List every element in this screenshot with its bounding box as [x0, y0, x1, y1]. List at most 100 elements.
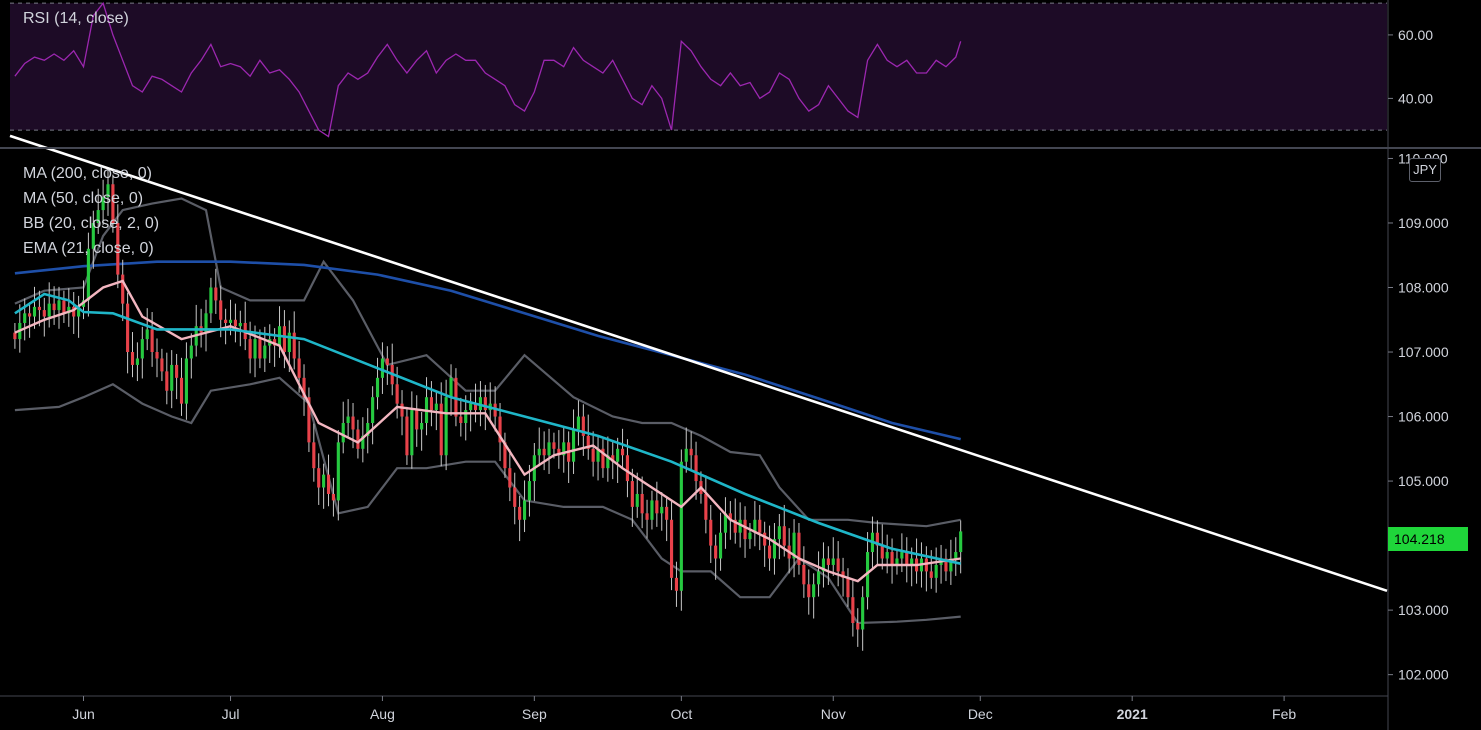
candle-down: [841, 571, 845, 578]
candle-down: [473, 403, 478, 411]
candle-down: [581, 416, 585, 436]
price-tick-label: 109.000: [1398, 215, 1449, 231]
candle-up: [596, 448, 600, 462]
candle-down: [782, 526, 786, 546]
candle-up: [616, 448, 620, 462]
candle-down: [630, 481, 634, 507]
candle-up: [748, 532, 752, 540]
candle-down: [758, 519, 762, 533]
candle-down: [150, 329, 154, 353]
candle-up: [537, 448, 541, 456]
candle-down: [557, 448, 561, 456]
candle-up: [366, 423, 370, 436]
candle-up: [253, 339, 257, 359]
candle-up: [145, 329, 149, 340]
candle-up: [576, 416, 581, 430]
candle-down: [763, 532, 767, 546]
candle-down: [655, 500, 659, 514]
candle-down: [429, 397, 433, 411]
candle-down: [733, 519, 737, 533]
rsi-tick-label: 40.00: [1398, 90, 1433, 106]
candle-down: [214, 287, 218, 301]
rsi-band: [10, 3, 1387, 131]
candle-down: [620, 448, 625, 456]
candle-up: [23, 313, 27, 323]
candle-up: [67, 306, 71, 314]
price-tick-label: 103.000: [1398, 602, 1449, 618]
candle-up: [228, 319, 233, 323]
price-tick-label: 102.000: [1398, 667, 1449, 683]
candle-up: [816, 571, 821, 585]
candle-down: [826, 558, 830, 565]
candle-up: [209, 287, 213, 314]
candle-down: [714, 545, 718, 559]
candle-up: [96, 210, 100, 223]
candle-down: [351, 416, 355, 430]
candle-up: [660, 506, 664, 514]
candle-down: [62, 300, 66, 314]
candle-up: [547, 442, 551, 456]
candle-down: [846, 577, 850, 598]
candle-up: [434, 403, 438, 411]
candle-up: [562, 442, 566, 456]
candle-up: [718, 532, 723, 559]
candle-down: [665, 506, 669, 520]
candle-down: [282, 326, 286, 353]
last-price-tag: 104.218: [1388, 527, 1468, 551]
candle-down: [924, 558, 928, 572]
candle-up: [77, 306, 81, 317]
candle-up: [184, 358, 188, 404]
candle-up: [371, 397, 375, 423]
candle-up: [635, 493, 639, 507]
bb-upper-line: [14, 197, 961, 528]
candle-up: [821, 558, 826, 572]
rsi-tick-label: 60.00: [1398, 27, 1433, 43]
candle-down: [767, 545, 772, 559]
candle-up: [910, 558, 914, 565]
legend-ema21[interactable]: EMA (21, close, 0): [23, 240, 154, 257]
candle-down: [126, 303, 130, 353]
candle-up: [32, 306, 37, 317]
candle-down: [37, 306, 41, 311]
legend-ma50[interactable]: MA (50, close, 0): [23, 190, 144, 207]
candle-up: [375, 377, 380, 398]
candle-down: [905, 552, 909, 565]
candle-up: [444, 397, 448, 456]
currency-badge[interactable]: JPY: [1409, 158, 1441, 182]
candle-down: [326, 474, 331, 494]
candle-up: [380, 358, 384, 378]
candle-down: [224, 319, 228, 323]
legend-ma200[interactable]: MA (200, close, 0): [23, 165, 152, 182]
candle-down: [317, 468, 321, 488]
candle-down: [503, 442, 507, 469]
time-tick-label: Jun: [72, 706, 95, 722]
time-tick-label: 2021: [1117, 706, 1148, 722]
candle-down: [459, 416, 463, 423]
candle-down: [385, 358, 389, 365]
candle-up: [949, 558, 953, 572]
legend-bollinger[interactable]: BB (20, close, 2, 0): [23, 215, 160, 232]
candle-down: [552, 442, 556, 449]
candle-down: [483, 397, 487, 411]
candle-down: [851, 597, 855, 624]
candle-up: [420, 423, 424, 430]
candle-up: [772, 539, 777, 559]
candle-up: [263, 345, 267, 359]
rsi-line: [14, 1, 962, 138]
candle-up: [679, 461, 683, 591]
candle-down: [292, 332, 296, 359]
candle-up: [954, 552, 958, 559]
candle-up: [287, 332, 291, 353]
candle-up: [723, 513, 728, 533]
candle-down: [929, 571, 933, 578]
candle-up: [336, 442, 340, 501]
price-tick-label: 105.000: [1398, 473, 1449, 489]
candle-down: [807, 584, 811, 598]
candle-up: [934, 564, 938, 578]
candle-down: [694, 455, 698, 482]
time-tick-label: Nov: [821, 706, 846, 722]
candle-up: [449, 377, 453, 398]
rsi-legend[interactable]: RSI (14, close): [23, 10, 129, 27]
candle-up: [831, 558, 835, 565]
